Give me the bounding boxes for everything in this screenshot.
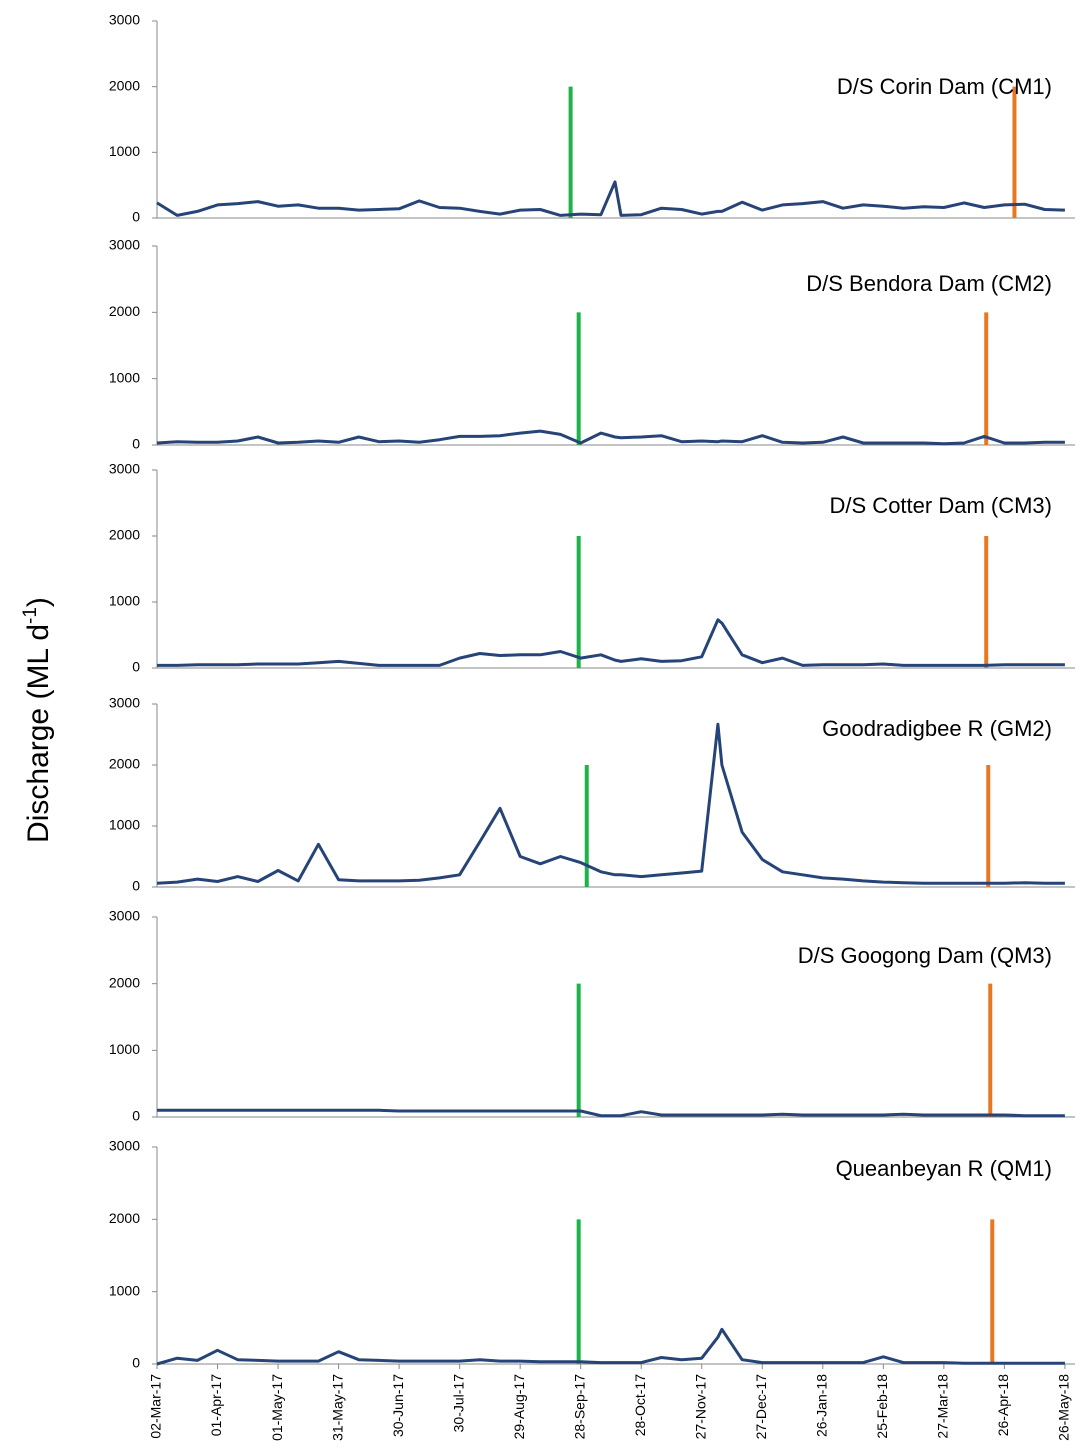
- y-tick-label: 1000: [109, 143, 140, 159]
- y-tick-label: 3000: [109, 12, 140, 28]
- panel-title: D/S Corin Dam (CM1): [837, 74, 1052, 99]
- x-tick-label: 28-Sep-17: [571, 1374, 587, 1440]
- y-tick-label: 3000: [109, 461, 140, 477]
- x-tick-label: 28-Oct-17: [632, 1374, 648, 1436]
- x-tick-label: 29-Aug-17: [511, 1374, 527, 1440]
- data-line: [156, 180, 1065, 217]
- y-tick-label: 0: [132, 1108, 140, 1124]
- x-tick-label: 01-May-17: [269, 1374, 285, 1441]
- y-tick-label: 2000: [109, 527, 140, 543]
- data-line: [156, 429, 1065, 446]
- y-tick-label: 2000: [109, 1210, 140, 1226]
- x-tick-label: 31-May-17: [329, 1374, 345, 1441]
- x-tick-label: 30-Jul-17: [450, 1374, 466, 1433]
- panel-title: Goodradigbee R (GM2): [822, 716, 1052, 741]
- y-tick-label: 3000: [109, 908, 140, 924]
- panel-title: D/S Googong Dam (QM3): [798, 943, 1052, 968]
- x-tick-label: 26-Apr-18: [995, 1374, 1011, 1436]
- y-tick-label: 0: [132, 659, 140, 675]
- x-tick-label: 26-Jan-18: [814, 1374, 830, 1437]
- y-tick-label: 2000: [109, 974, 140, 990]
- data-line: [157, 1108, 1065, 1118]
- panel-title: Queanbeyan R (QM1): [836, 1156, 1052, 1181]
- y-tick-label: 2000: [109, 77, 140, 93]
- y-axis-title-main: Discharge (ML d: [22, 624, 55, 843]
- data-line: [156, 1327, 1065, 1366]
- y-tick-label: 2000: [109, 756, 140, 772]
- y-tick-label: 0: [132, 1355, 140, 1371]
- y-axis-title-sup: -1: [20, 607, 41, 624]
- x-tick-label: 01-Apr-17: [208, 1374, 224, 1436]
- y-tick-label: 3000: [109, 237, 140, 253]
- y-tick-label: 1000: [109, 593, 140, 609]
- x-tick-label: 26-May-18: [1056, 1374, 1072, 1441]
- y-tick-label: 3000: [109, 695, 140, 711]
- panel-title: D/S Bendora Dam (CM2): [806, 271, 1052, 296]
- data-line: [157, 618, 1065, 667]
- x-tick-label: 30-Jun-17: [390, 1374, 406, 1437]
- x-tick-label: 25-Feb-18: [874, 1374, 890, 1439]
- y-axis-title-end: ): [22, 597, 55, 607]
- x-tick-label: 27-Nov-17: [692, 1374, 708, 1440]
- y-tick-label: 0: [132, 209, 140, 225]
- x-tick-label: 27-Dec-17: [753, 1374, 769, 1440]
- y-tick-label: 1000: [109, 817, 140, 833]
- y-tick-label: 0: [132, 878, 140, 894]
- y-tick-label: 1000: [109, 369, 140, 385]
- x-tick-label: 02-Mar-17: [148, 1374, 164, 1439]
- y-tick-label: 1000: [109, 1282, 140, 1298]
- x-tick-label: 27-Mar-18: [935, 1374, 951, 1439]
- panel-title: D/S Cotter Dam (CM3): [830, 493, 1052, 518]
- data-line: [156, 722, 1065, 885]
- y-tick-label: 0: [132, 436, 140, 452]
- y-tick-label: 3000: [109, 1138, 140, 1154]
- y-tick-label: 2000: [109, 303, 140, 319]
- y-tick-label: 1000: [109, 1041, 140, 1057]
- y-axis-title: Discharge (ML d-1): [20, 597, 55, 843]
